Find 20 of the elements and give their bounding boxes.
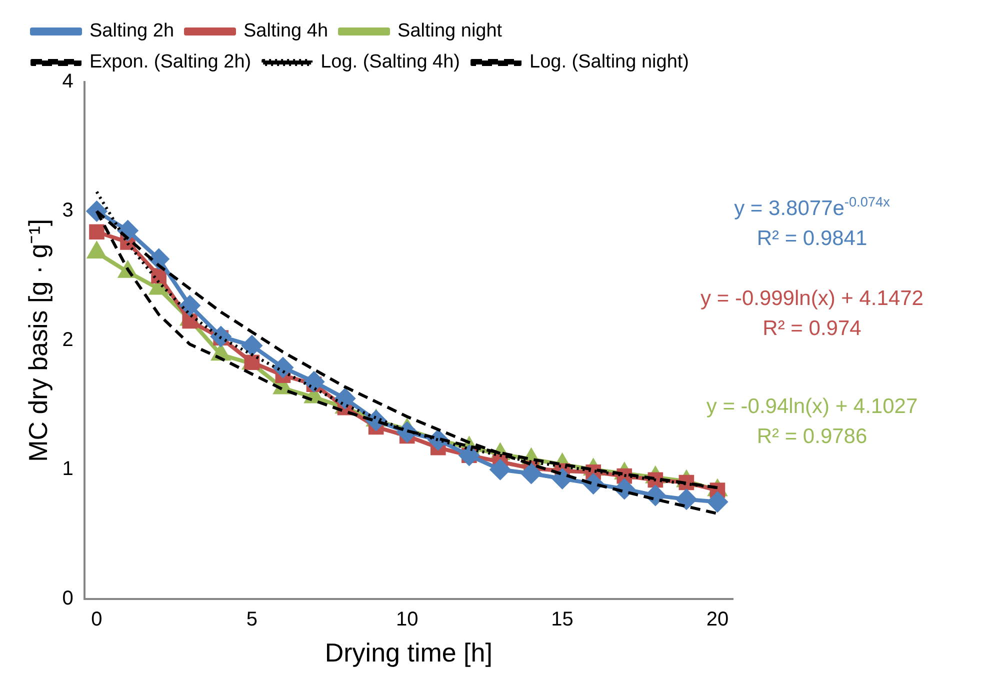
x-tick-label: 5	[246, 608, 258, 630]
legend-label: Salting night	[398, 20, 503, 42]
annotation: y = -0.999ln(x) + 4.1472 R² = 0.974	[700, 287, 924, 340]
x-tick-label: 20	[706, 608, 729, 630]
legend-label: Salting 2h	[90, 20, 174, 42]
y-tick-label: 1	[62, 458, 74, 480]
x-tick-label: 10	[396, 608, 418, 630]
legend-label: Expon. (Salting 2h)	[90, 52, 252, 73]
x-tick-label: 0	[91, 608, 102, 630]
legend-label: Log. (Salting night)	[530, 52, 690, 73]
x-axis-title: Drying time [h]	[324, 638, 492, 668]
y-tick-label: 3	[62, 200, 74, 222]
legend-label: Salting 4h	[244, 20, 328, 42]
x-tick-label: 15	[551, 608, 574, 630]
annotation: y = -0.94ln(x) + 4.1027 R² = 0.9786	[706, 395, 918, 448]
y-axis-title: MC dry basis [g · g⁻¹]	[22, 218, 53, 462]
legend-label: Log. (Salting 4h)	[320, 52, 460, 73]
y-tick-label: 2	[62, 328, 74, 351]
y-tick-label: 4	[62, 70, 74, 93]
y-tick-label: 0	[62, 587, 74, 610]
